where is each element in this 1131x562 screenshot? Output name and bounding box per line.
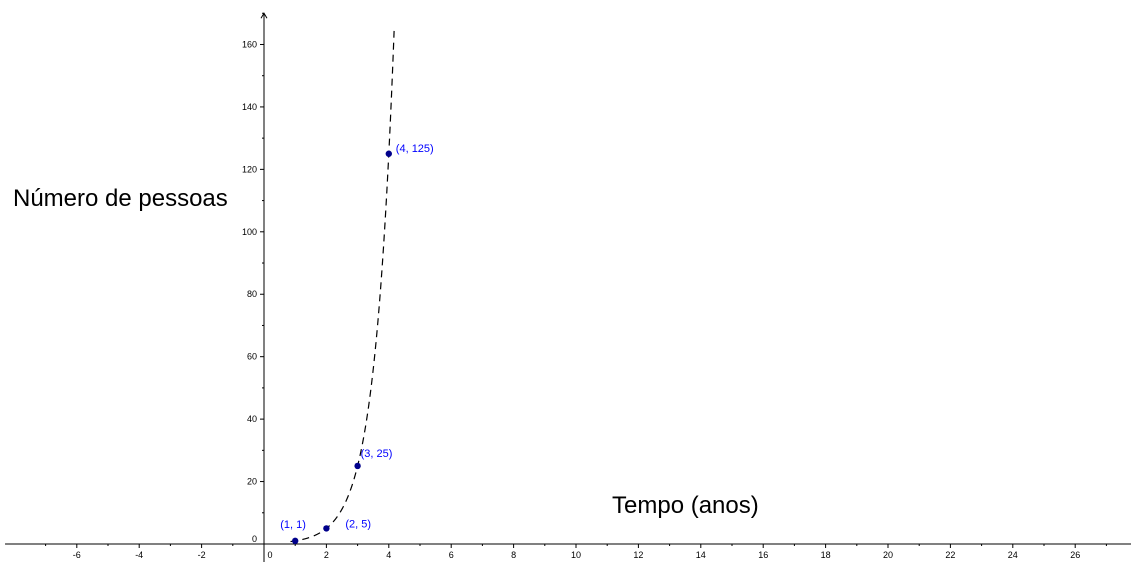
y-tick-label: 60: [247, 352, 257, 362]
x-tick-label: 24: [1008, 550, 1018, 560]
data-points: (1, 1) (2, 5) (3, 25) (4, 125): [280, 143, 434, 545]
curve-layer: [290, 30, 395, 543]
x-tick-label: 10: [571, 550, 581, 560]
x-tick-label: 0: [267, 550, 272, 560]
x-tick-label: 22: [945, 550, 955, 560]
point-label: (4, 125): [396, 143, 434, 155]
dashed-curve: [290, 30, 395, 543]
x-tick-label: 16: [758, 550, 768, 560]
data-point: [292, 537, 299, 545]
y-tick-label: 80: [247, 289, 257, 299]
y-tick-label: 0: [252, 534, 257, 544]
data-point: [323, 525, 330, 532]
y-tick-label: 100: [242, 227, 257, 237]
y-tick-label: 20: [247, 477, 257, 487]
x-tick-label: -2: [198, 550, 206, 560]
x-tick-label: -6: [73, 550, 81, 560]
ticks: -6 -4 -2 0 2 4 6 8 10 12 14 16 18 20 22 24 2602040608010…: [45, 12, 1107, 560]
x-tick-label: 6: [449, 550, 454, 560]
y-tick-label: 40: [247, 414, 257, 424]
x-tick-label: 14: [696, 550, 706, 560]
x-tick-label: 4: [386, 550, 391, 560]
x-tick-label: 2: [324, 550, 329, 560]
data-point: [385, 150, 392, 157]
x-tick-label: 12: [633, 550, 643, 560]
data-point: [354, 462, 361, 470]
x-tick-label: 20: [883, 550, 893, 560]
point-label: (1, 1): [280, 519, 306, 531]
axes: [5, 12, 1131, 562]
x-axis-title: Tempo (anos): [612, 492, 759, 519]
y-axis-title: Número de pessoas: [13, 185, 228, 212]
point-label: (2, 5): [345, 518, 371, 530]
point-label: (3, 25): [361, 448, 393, 460]
x-tick-label: 18: [821, 550, 831, 560]
y-tick-label: 160: [242, 39, 257, 49]
x-tick-label: 26: [1070, 550, 1080, 560]
y-tick-label: 120: [242, 164, 257, 174]
y-tick-label: 140: [242, 102, 257, 112]
x-tick-label: -4: [135, 550, 143, 560]
x-tick-label: 8: [511, 550, 516, 560]
